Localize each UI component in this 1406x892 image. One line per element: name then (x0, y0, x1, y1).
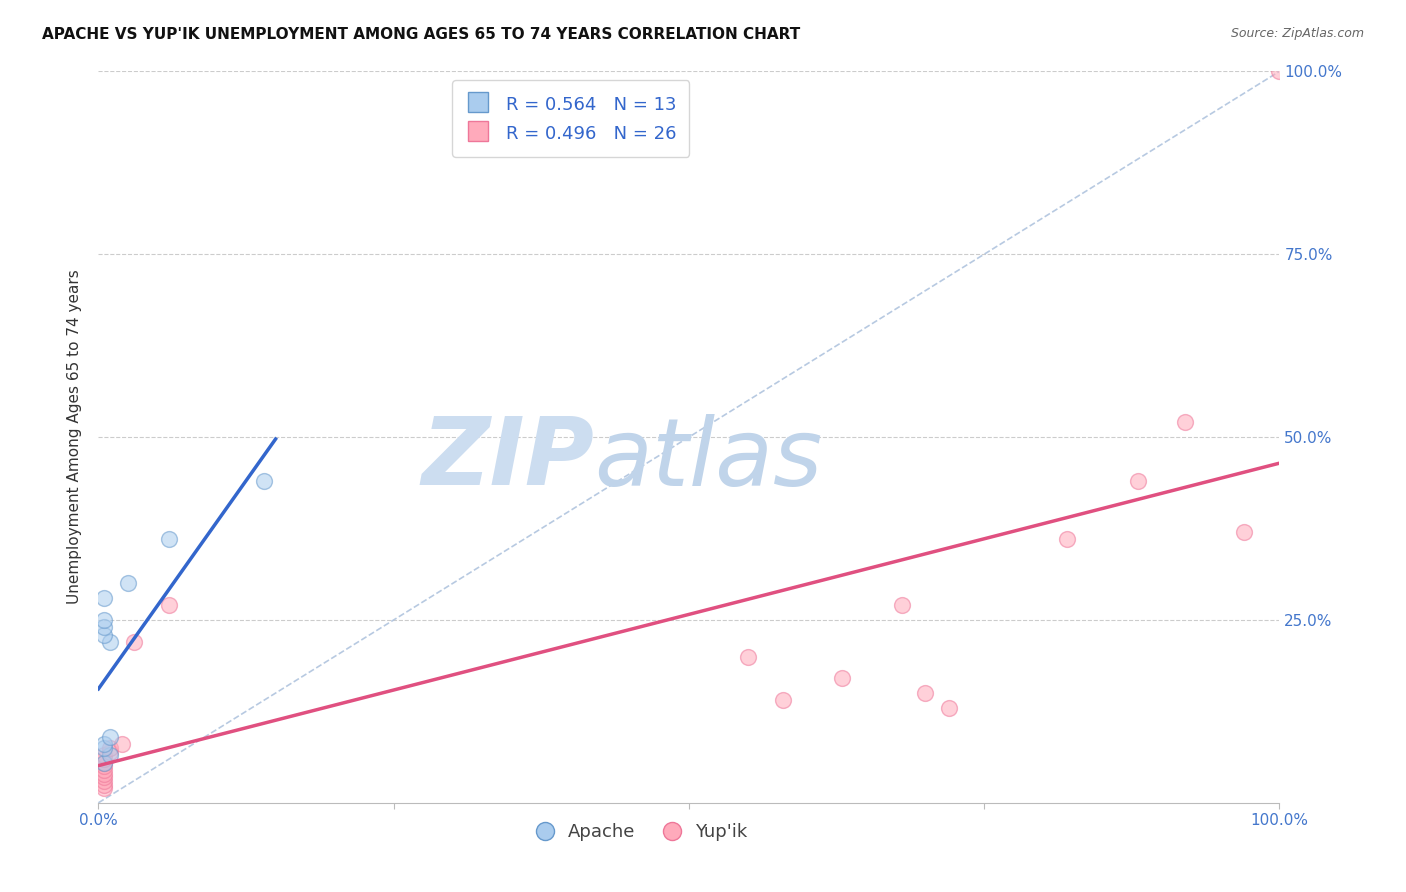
Point (1056, 533, 1078, 547)
Point (914, 686, 936, 700)
Point (1268, 64, 1291, 78)
Point (93, 748, 115, 763)
Point (1233, 525, 1256, 540)
Point (98, 730, 121, 744)
Point (157, 599, 180, 613)
Point (111, 737, 134, 751)
Point (772, 693, 794, 707)
Point (93, 759, 115, 773)
Point (93, 740, 115, 755)
Point (93, 766, 115, 780)
Text: ZIP: ZIP (422, 413, 595, 505)
Y-axis label: Unemployment Among Ages 65 to 74 years: Unemployment Among Ages 65 to 74 years (67, 269, 83, 605)
Point (737, 649, 759, 664)
Point (93, 620, 115, 634)
Point (93, 613, 115, 627)
Point (98, 748, 121, 763)
Point (93, 763, 115, 777)
Legend: Apache, Yup'ik: Apache, Yup'ik (529, 816, 755, 848)
Point (93, 737, 115, 751)
Point (157, 533, 180, 547)
Point (98, 635, 121, 649)
Point (93, 770, 115, 784)
Point (98, 745, 121, 759)
Point (93, 752, 115, 766)
Point (93, 778, 115, 792)
Point (93, 591, 115, 605)
Point (122, 635, 145, 649)
Text: Source: ZipAtlas.com: Source: ZipAtlas.com (1230, 27, 1364, 40)
Point (117, 576, 139, 591)
Point (253, 474, 276, 488)
Point (93, 773, 115, 788)
Text: APACHE VS YUP'IK UNEMPLOYMENT AMONG AGES 65 TO 74 YEARS CORRELATION CHART: APACHE VS YUP'IK UNEMPLOYMENT AMONG AGES… (42, 27, 800, 42)
Point (93, 756, 115, 770)
Point (831, 672, 853, 686)
Point (1174, 416, 1197, 430)
Point (1126, 474, 1149, 488)
Point (93, 756, 115, 770)
Point (93, 781, 115, 796)
Text: atlas: atlas (595, 414, 823, 505)
Point (890, 599, 912, 613)
Point (93, 627, 115, 641)
Point (938, 700, 960, 714)
Point (98, 740, 121, 755)
